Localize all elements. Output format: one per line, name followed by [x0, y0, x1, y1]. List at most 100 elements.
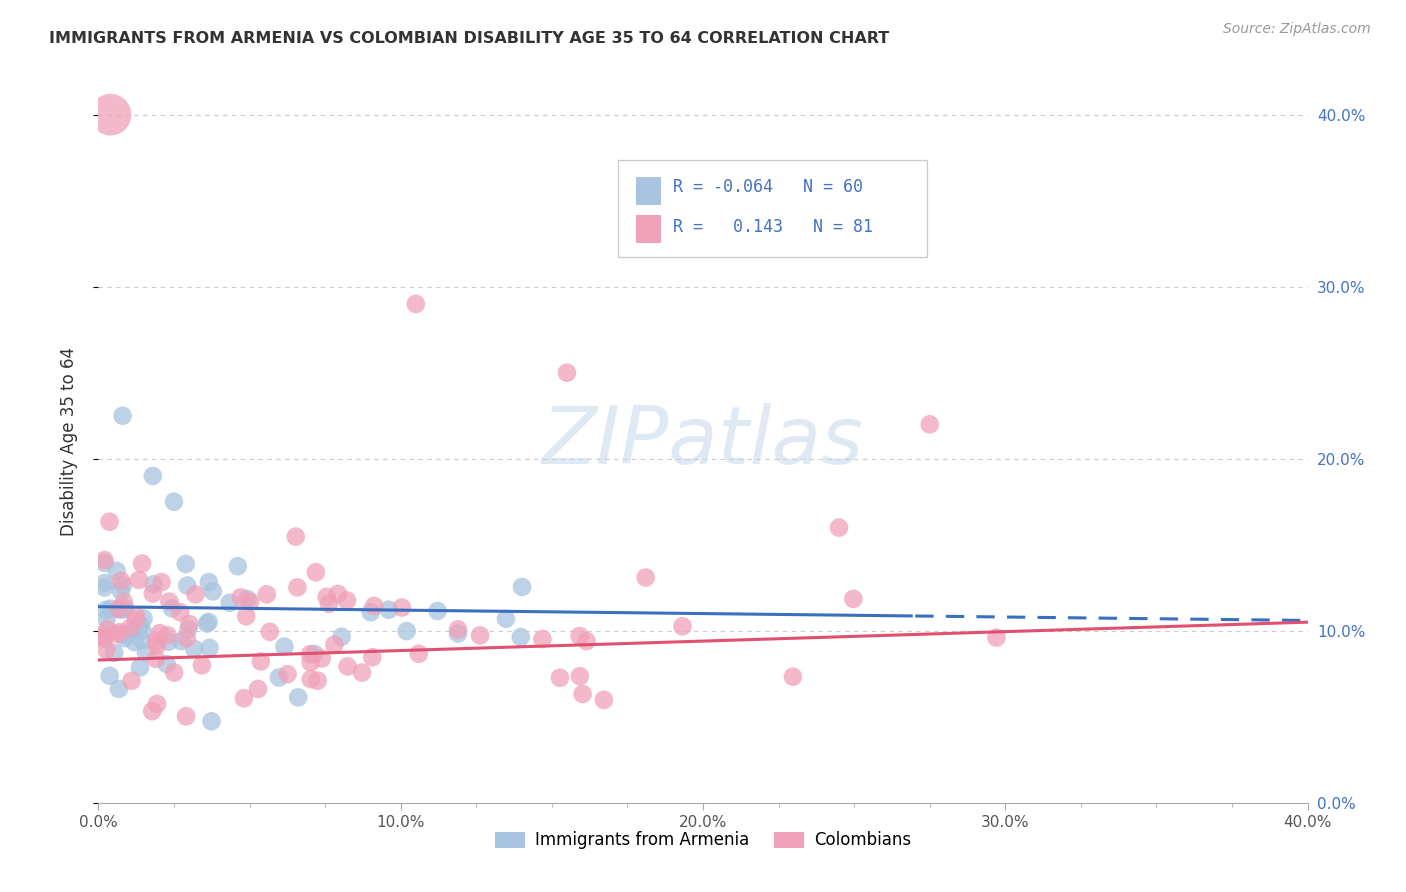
- Point: [509, 630, 531, 644]
- Point: [447, 623, 470, 637]
- Point: [284, 530, 307, 544]
- Point: [191, 658, 214, 673]
- Point: [256, 587, 278, 601]
- Text: ZIPatlas: ZIPatlas: [541, 402, 865, 481]
- Point: [142, 586, 165, 600]
- Point: [103, 646, 125, 660]
- Point: [986, 631, 1008, 645]
- Point: [249, 655, 271, 669]
- Point: [114, 601, 136, 615]
- Point: [93, 628, 115, 642]
- Point: [495, 612, 517, 626]
- Point: [232, 691, 254, 706]
- Point: [555, 366, 578, 380]
- Point: [273, 640, 295, 654]
- Point: [111, 409, 134, 423]
- Point: [142, 577, 165, 591]
- Point: [510, 580, 533, 594]
- Point: [93, 556, 115, 570]
- Point: [299, 672, 322, 686]
- Point: [163, 494, 186, 508]
- Point: [198, 575, 221, 590]
- Point: [149, 626, 172, 640]
- Point: [96, 612, 118, 626]
- Point: [197, 615, 219, 629]
- Point: [156, 628, 179, 642]
- Point: [124, 635, 146, 649]
- Text: R =   0.143   N = 81: R = 0.143 N = 81: [672, 218, 873, 236]
- Point: [391, 600, 413, 615]
- Point: [408, 647, 430, 661]
- Point: [110, 574, 132, 588]
- Point: [287, 580, 309, 594]
- Point: [183, 641, 205, 656]
- Point: [235, 609, 257, 624]
- Point: [129, 660, 152, 674]
- Point: [107, 602, 129, 616]
- Point: [96, 623, 118, 637]
- Point: [150, 575, 173, 590]
- Point: [201, 584, 224, 599]
- Point: [468, 628, 491, 642]
- Point: [323, 638, 346, 652]
- Point: [363, 599, 385, 613]
- Point: [277, 667, 299, 681]
- Point: [239, 595, 262, 609]
- Point: [111, 578, 134, 592]
- Point: [176, 578, 198, 592]
- Point: [177, 622, 200, 636]
- Point: [198, 640, 221, 655]
- Point: [326, 587, 349, 601]
- Point: [110, 584, 132, 599]
- Point: [218, 596, 240, 610]
- Point: [548, 671, 571, 685]
- Point: [311, 651, 333, 665]
- Point: [93, 632, 115, 646]
- Point: [405, 297, 427, 311]
- Point: [146, 697, 169, 711]
- FancyBboxPatch shape: [619, 160, 927, 257]
- Point: [118, 621, 141, 635]
- Point: [315, 590, 337, 604]
- Point: [307, 673, 329, 688]
- Point: [111, 602, 134, 616]
- Point: [828, 520, 851, 534]
- Point: [156, 657, 179, 671]
- Point: [141, 704, 163, 718]
- Point: [918, 417, 941, 432]
- Point: [593, 693, 616, 707]
- Point: [236, 592, 259, 607]
- Point: [112, 595, 135, 609]
- Point: [93, 581, 115, 595]
- Point: [259, 624, 281, 639]
- Point: [634, 570, 657, 584]
- Point: [135, 646, 157, 660]
- Point: [361, 650, 384, 665]
- Point: [247, 681, 270, 696]
- Point: [114, 631, 136, 645]
- Point: [124, 613, 146, 627]
- Point: [568, 669, 591, 683]
- Point: [229, 591, 252, 605]
- Point: [200, 714, 222, 729]
- Point: [671, 619, 693, 633]
- Point: [105, 564, 128, 578]
- Point: [157, 634, 180, 648]
- Point: [98, 669, 121, 683]
- Point: [169, 605, 191, 619]
- Point: [157, 594, 180, 608]
- Point: [108, 681, 131, 696]
- Point: [174, 557, 197, 571]
- Point: [94, 603, 117, 617]
- Point: [170, 634, 193, 648]
- Point: [304, 647, 326, 661]
- Point: [98, 515, 121, 529]
- Point: [531, 632, 554, 646]
- Point: [176, 632, 198, 646]
- Point: [145, 633, 167, 648]
- Point: [117, 627, 139, 641]
- Point: [287, 690, 309, 705]
- Point: [112, 627, 135, 641]
- Point: [179, 617, 201, 632]
- Point: [125, 608, 148, 623]
